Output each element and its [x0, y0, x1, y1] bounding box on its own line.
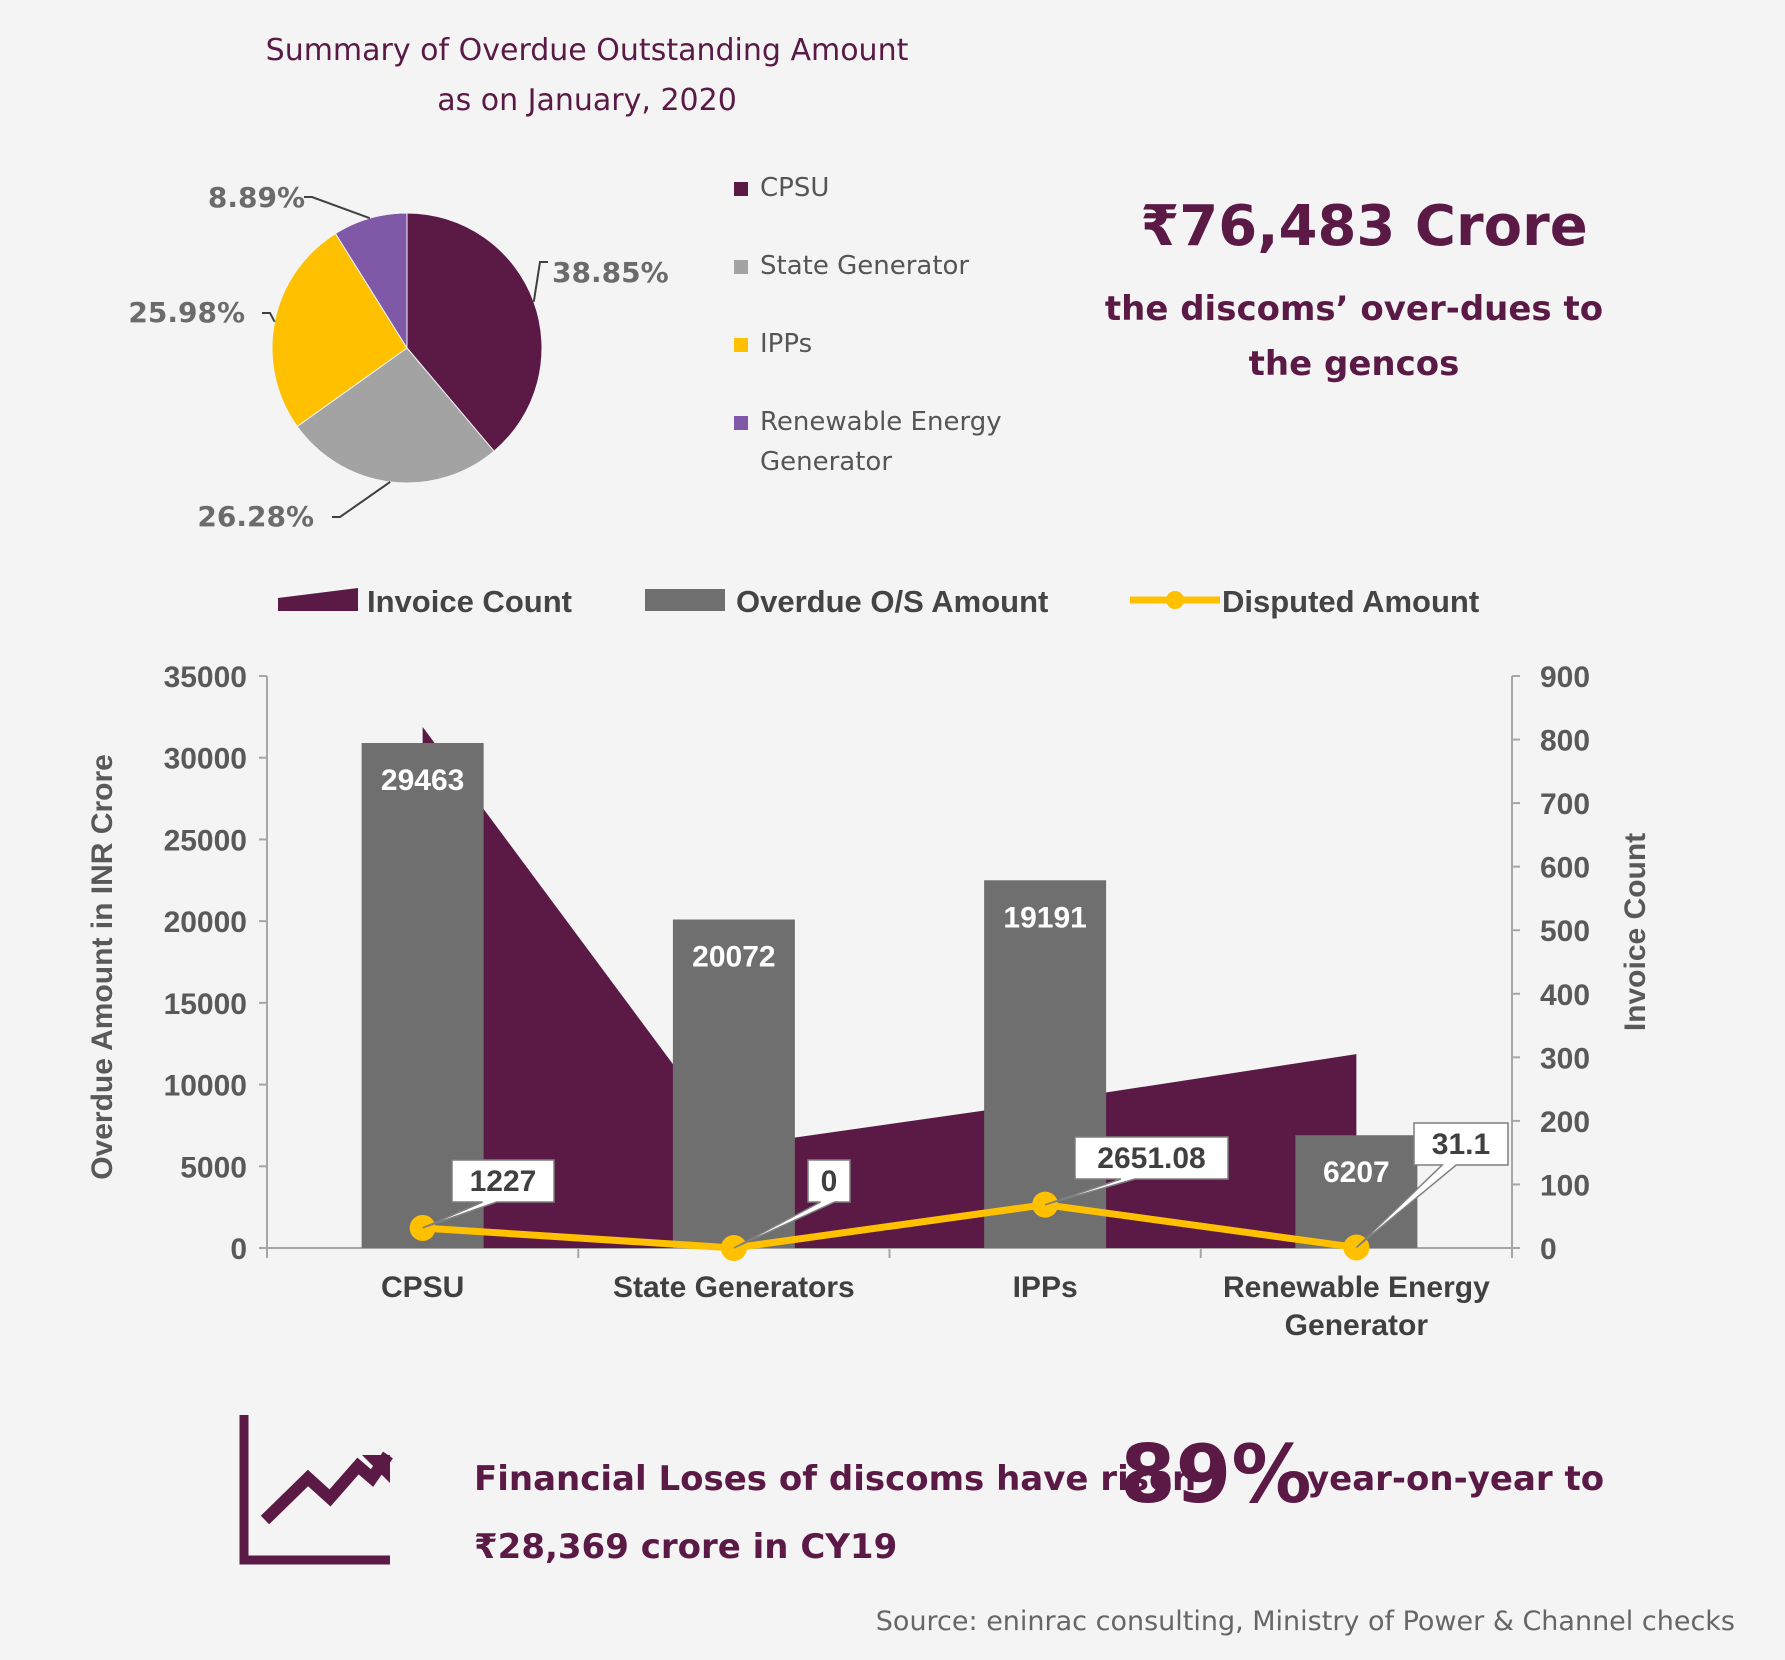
- disputed-callout-label: 1227: [470, 1165, 537, 1198]
- pie-leader-line: [262, 312, 276, 323]
- right-tick-label: 900: [1540, 661, 1590, 694]
- x-category-label: IPPs: [1013, 1271, 1078, 1304]
- disputed-callout-box: [422, 1159, 555, 1229]
- overdue-bar-label: 20072: [692, 941, 775, 974]
- y-axis-title: Overdue Amount in INR Crore: [86, 754, 119, 1180]
- left-tick-label: 5000: [180, 1151, 247, 1184]
- pie-legend-swatch: [734, 338, 748, 352]
- disputed-callout-label: 2651.08: [1097, 1142, 1205, 1175]
- pie-leader-line: [304, 196, 371, 220]
- right-tick-label: 800: [1540, 725, 1590, 758]
- overdue-bar-2: [984, 880, 1107, 1248]
- left-tick-label: 35000: [164, 661, 247, 694]
- pie-data-label: 26.28%: [197, 500, 314, 533]
- source-note: Source: eninrac consulting, Ministry of …: [876, 1606, 1735, 1637]
- left-tick-label: 15000: [164, 988, 247, 1021]
- overdue-bar-label: 6207: [1323, 1156, 1390, 1189]
- left-tick-label: 30000: [164, 743, 247, 776]
- x-category-label: Generator: [1285, 1309, 1429, 1342]
- disputed-line: [422, 1201, 1357, 1252]
- pie-data-label: 38.85%: [552, 256, 669, 289]
- right-tick-label: 600: [1540, 852, 1590, 885]
- disputed-callout-box: [1044, 1136, 1229, 1206]
- right-tick-label: 200: [1540, 1106, 1590, 1139]
- legend-label-invoice: Invoice Count: [367, 584, 572, 619]
- pie-leader-line: [532, 261, 548, 302]
- pie-leader-line: [332, 481, 391, 518]
- right-tick-label: 100: [1540, 1169, 1590, 1202]
- overdue-bar-label: 29463: [381, 764, 464, 797]
- legend-swatch-disputed-marker: [1166, 591, 1184, 609]
- pie-legend-label: CPSU: [760, 173, 829, 203]
- legend-swatch-invoice: [278, 588, 358, 611]
- pie-legend-label: Renewable Energy: [760, 407, 1002, 437]
- y2-axis-title: Invoice Count: [1619, 833, 1652, 1031]
- pie-title-line2: as on January, 2020: [437, 83, 737, 118]
- headline-caption-line2: the gencos: [1249, 344, 1460, 384]
- pie-legend-swatch: [734, 416, 748, 430]
- bottom-text-part1: Financial Loses of discoms have risen: [474, 1459, 1196, 1499]
- disputed-callout-box: [1355, 1122, 1509, 1249]
- disputed-callout-box: [733, 1159, 851, 1249]
- pie-title-line1: Summary of Overdue Outstanding Amount: [266, 33, 909, 68]
- pie-legend-swatch: [734, 182, 748, 196]
- disputed-callout-label: 31.1: [1432, 1128, 1490, 1161]
- headline-caption-line1: the discoms’ over-dues to: [1105, 289, 1603, 329]
- bottom-text-line1: Financial Loses of discoms have risen: [474, 1459, 1196, 1499]
- right-tick-label: 0: [1540, 1233, 1557, 1266]
- right-tick-label: 700: [1540, 788, 1590, 821]
- legend-swatch-overdue: [645, 589, 725, 611]
- left-tick-label: 20000: [164, 906, 247, 939]
- right-tick-label: 400: [1540, 979, 1590, 1012]
- x-category-label: Renewable Energy: [1223, 1271, 1490, 1304]
- left-tick-label: 25000: [164, 824, 247, 857]
- left-tick-label: 10000: [164, 1070, 247, 1103]
- growth-chart-icon: [239, 1415, 393, 1565]
- invoice-count-area: [422, 726, 1357, 1248]
- overdue-bar-1: [672, 919, 795, 1248]
- pie-slice-ipps: [271, 232, 408, 428]
- pie-slice-cpsu: [406, 212, 543, 452]
- legend-label-overdue: Overdue O/S Amount: [736, 584, 1048, 619]
- pie-legend: CPSU State Generator IPPs Renewable Energy G…: [734, 173, 1002, 477]
- left-tick-label: 0: [230, 1233, 247, 1266]
- right-tick-label: 300: [1540, 1042, 1590, 1075]
- pie-data-label: 8.89%: [208, 181, 305, 214]
- headline-amount: ₹76,483 Crore: [1140, 194, 1587, 259]
- pie-slice-renewable-energy-generator: [334, 212, 408, 350]
- legend-label-disputed: Disputed Amount: [1222, 584, 1479, 619]
- pie-legend-label: IPPs: [760, 329, 812, 359]
- pie-legend-swatch: [734, 260, 748, 274]
- right-tick-label: 500: [1540, 915, 1590, 948]
- x-category-label: CPSU: [381, 1271, 464, 1304]
- combo-chart: 0500010000150002000025000300003500001002…: [86, 661, 1652, 1342]
- x-category-label: State Generators: [613, 1271, 855, 1304]
- bottom-text-line2: ₹28,369 crore in CY19: [474, 1527, 897, 1567]
- bottom-big-percent: 89%: [1120, 1428, 1311, 1521]
- combo-legend: Invoice Count Overdue O/S Amount Dispute…: [278, 584, 1479, 619]
- pie-legend-label: State Generator: [760, 251, 969, 281]
- overdue-bar-label: 19191: [1003, 901, 1086, 934]
- pie-data-label: 25.98%: [128, 296, 245, 329]
- bottom-text-part2: year-on-year to: [1307, 1459, 1604, 1499]
- pie-legend-label: Generator: [760, 447, 892, 477]
- disputed-callout-label: 0: [821, 1165, 838, 1198]
- pie-chart: 38.85% 26.28% 25.98% 8.89%: [128, 181, 668, 533]
- overdue-bar-3: [1295, 1135, 1418, 1248]
